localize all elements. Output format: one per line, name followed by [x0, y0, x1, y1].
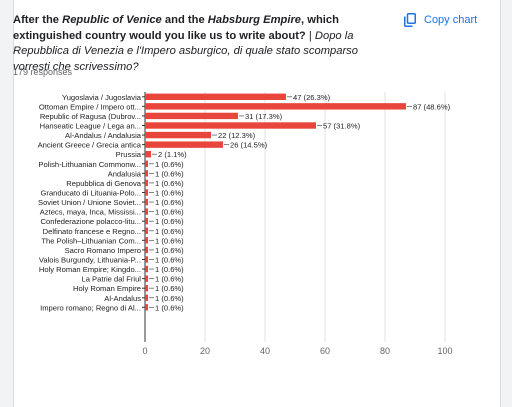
data-label: 47 (26.3%): [293, 93, 331, 102]
bar: [145, 284, 148, 292]
category-label: Delfinato francese e Regno...: [43, 227, 141, 236]
question-separator: |: [305, 29, 315, 42]
data-label: 1 (0.6%): [155, 246, 184, 255]
data-label: 1 (0.6%): [155, 217, 184, 226]
bar: [145, 103, 406, 110]
data-label: 1 (0.6%): [155, 208, 184, 217]
data-label: 57 (31.8%): [323, 121, 361, 130]
category-label: Holy Roman Empire; Kingdo...: [39, 265, 141, 274]
question-habsburg: Habsburg Empire: [207, 14, 302, 26]
data-label: 1 (0.6%): [155, 169, 184, 178]
question-part3: , which extinguished country would you l…: [13, 14, 339, 42]
category-label: Granducato di Lituania-Polo...: [41, 188, 141, 197]
bar: [145, 304, 148, 311]
data-label: 1 (0.6%): [155, 227, 184, 236]
bar: [145, 208, 148, 215]
question-italian: Dopo la Repubblica di Venezia e l'Impero…: [13, 29, 358, 73]
x-tick-label: 100: [437, 346, 452, 356]
category-label: Ottoman Empire / Impero ott...: [39, 102, 141, 111]
bar: [145, 141, 223, 148]
bar: [145, 122, 316, 129]
data-label: 1 (0.6%): [155, 265, 184, 274]
data-label: 26 (14.5%): [230, 141, 268, 150]
category-label: Confederazione polacco-litu...: [41, 217, 141, 226]
bar: [145, 93, 286, 100]
data-label: 22 (12.3%): [218, 131, 256, 140]
category-label: Andalusia: [108, 169, 142, 178]
data-label: 1 (0.6%): [155, 236, 184, 245]
copy-icon: [404, 13, 416, 27]
category-label: Aztecs, maya, Inca, Mississi...: [40, 208, 141, 217]
chart-card: [13, 0, 501, 407]
question-venice: Republic of Venice: [62, 14, 162, 26]
bar: [145, 131, 211, 139]
category-label: Impero romano; Regno di Al...: [40, 303, 141, 312]
copy-chart-label: Copy chart: [424, 14, 478, 26]
data-label: 87 (48.6%): [413, 102, 451, 111]
x-tick-label: 0: [142, 346, 147, 356]
bar: [145, 237, 148, 244]
data-label: 1 (0.6%): [155, 284, 184, 293]
category-label: The Polish–Lithuanian Com...: [41, 236, 141, 245]
category-label: Al-Andalus / Andalusia: [65, 131, 142, 140]
category-label: Holy Roman Empire: [73, 284, 141, 293]
category-label: Ancient Greece / Grecia antica: [38, 141, 142, 150]
data-label: 1 (0.6%): [155, 303, 184, 312]
bar: [145, 265, 148, 273]
data-label: 31 (17.3%): [245, 112, 283, 121]
category-label: Al-Andalus: [104, 294, 141, 303]
data-label: 1 (0.6%): [155, 198, 184, 207]
category-label: La Patrie dal Friul: [81, 275, 141, 284]
data-label: 2 (1.1%): [158, 150, 187, 159]
category-label: Yugoslavia / Jugoslavia: [62, 93, 142, 102]
data-label: 1 (0.6%): [155, 179, 184, 188]
x-tick-label: 60: [320, 346, 330, 356]
bar: [145, 227, 148, 234]
data-label: 1 (0.6%): [155, 255, 184, 264]
category-label: Soviet Union / Unione Soviet...: [38, 198, 141, 207]
question-part2: and the: [161, 14, 208, 26]
bar: [145, 275, 148, 282]
x-tick-label: 80: [380, 346, 390, 356]
x-tick-label: 40: [260, 346, 270, 356]
bar: [145, 160, 148, 167]
category-label: Polish-Lithuanian Commonw...: [38, 160, 141, 169]
category-label: Prussia: [116, 150, 142, 159]
category-label: Hanseatic League / Lega an...: [40, 121, 141, 130]
data-label: 1 (0.6%): [155, 188, 184, 197]
bar: [145, 294, 148, 301]
x-tick-label: 20: [200, 346, 210, 356]
category-label: Valois Burgundy, Lithuania-P...: [39, 255, 141, 264]
response-count: 179 responses: [13, 67, 73, 77]
data-label: 1 (0.6%): [155, 160, 184, 169]
category-label: Repubblica di Genova: [66, 179, 141, 188]
question-part1: After the: [13, 14, 63, 26]
bar: [145, 179, 148, 187]
bar: [145, 151, 151, 158]
bar: [145, 256, 148, 263]
category-label: Republic of Ragusa (Dubrov...: [40, 112, 141, 121]
bar: [145, 189, 148, 196]
bar: [145, 170, 148, 177]
bar: [145, 198, 148, 206]
data-label: 1 (0.6%): [155, 294, 184, 303]
bar: [145, 246, 148, 254]
category-label: Sacro Romano Impero: [65, 246, 141, 255]
bar: [145, 217, 148, 225]
data-label: 1 (0.6%): [155, 275, 184, 284]
copy-chart-button[interactable]: Copy chart: [404, 13, 477, 27]
question-title: After the Republic of Venice and the Hab…: [13, 13, 385, 75]
bar: [145, 112, 238, 120]
